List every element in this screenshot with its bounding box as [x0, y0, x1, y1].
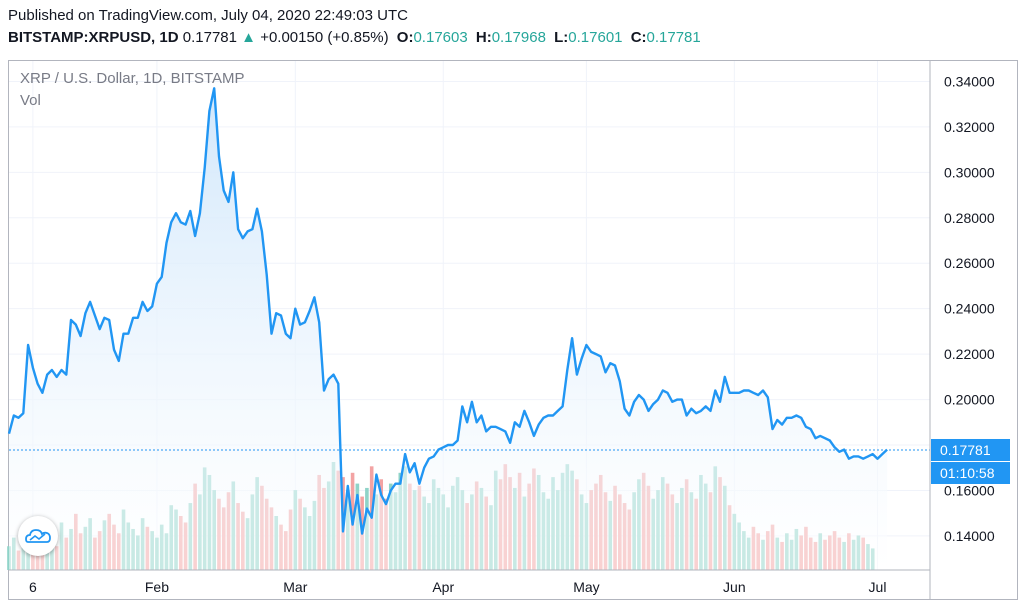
- y-tick-label: 0.26000: [944, 255, 995, 271]
- high-value: 0.17968: [491, 29, 546, 46]
- last-price: 0.17781: [182, 29, 237, 46]
- close-value: 0.17781: [646, 29, 701, 46]
- x-tick-label: Feb: [145, 579, 169, 595]
- x-tick-label: Jul: [869, 579, 887, 595]
- tradingview-logo[interactable]: [18, 516, 58, 556]
- price-line: [7, 87, 888, 535]
- y-tick-label: 0.22000: [944, 346, 995, 362]
- open-value: 0.17603: [413, 29, 468, 46]
- chart-header: Published on TradingView.com, July 04, 2…: [8, 6, 1018, 48]
- y-tick-label: 0.30000: [944, 164, 995, 180]
- symbol-label: BITSTAMP:XRPUSD, 1D: [8, 29, 179, 46]
- open-label: O:: [396, 29, 414, 46]
- low-label: L:: [554, 29, 569, 46]
- high-label: H:: [475, 29, 492, 46]
- y-tick-label: 0.20000: [944, 392, 995, 408]
- x-tick-label: Jun: [723, 579, 746, 595]
- x-tick-label: May: [573, 579, 599, 595]
- tradingview-cloud-icon: [25, 529, 51, 543]
- price-area: [9, 88, 888, 571]
- published-caption: Published on TradingView.com, July 04, 2…: [8, 7, 408, 24]
- close-label: C:: [630, 29, 647, 46]
- chart-frame[interactable]: [8, 60, 1018, 600]
- current-price-badge-label: 0.17781: [940, 442, 991, 458]
- countdown-badge: [931, 461, 1010, 484]
- chart-legend: XRP / U.S. Dollar, 1D, BITSTAMP Vol: [20, 68, 245, 112]
- countdown-badge-label: 01:10:58: [940, 465, 995, 481]
- y-tick-label: 0.32000: [944, 119, 995, 135]
- y-tick-label: 0.24000: [944, 301, 995, 317]
- y-tick-label: 0.14000: [944, 528, 995, 544]
- price-change: +0.00150 (+0.85%): [260, 29, 389, 46]
- x-tick-label: Mar: [283, 579, 307, 595]
- volume-label: Vol: [20, 92, 41, 109]
- current-price-badge: [931, 438, 1010, 461]
- y-tick-label: 0.28000: [944, 210, 995, 226]
- ohlc-line: BITSTAMP:XRPUSD, 1D 0.17781 ▲ +0.00150 (…: [8, 28, 1018, 48]
- x-tick-label: 6: [29, 579, 37, 595]
- low-value: 0.17601: [568, 29, 623, 46]
- up-arrow-icon: ▲: [241, 29, 257, 46]
- series-title: XRP / U.S. Dollar, 1D, BITSTAMP: [20, 70, 245, 87]
- y-tick-label: 0.34000: [944, 73, 995, 89]
- x-tick-label: Apr: [432, 579, 454, 595]
- y-tick-label: 0.16000: [944, 482, 995, 498]
